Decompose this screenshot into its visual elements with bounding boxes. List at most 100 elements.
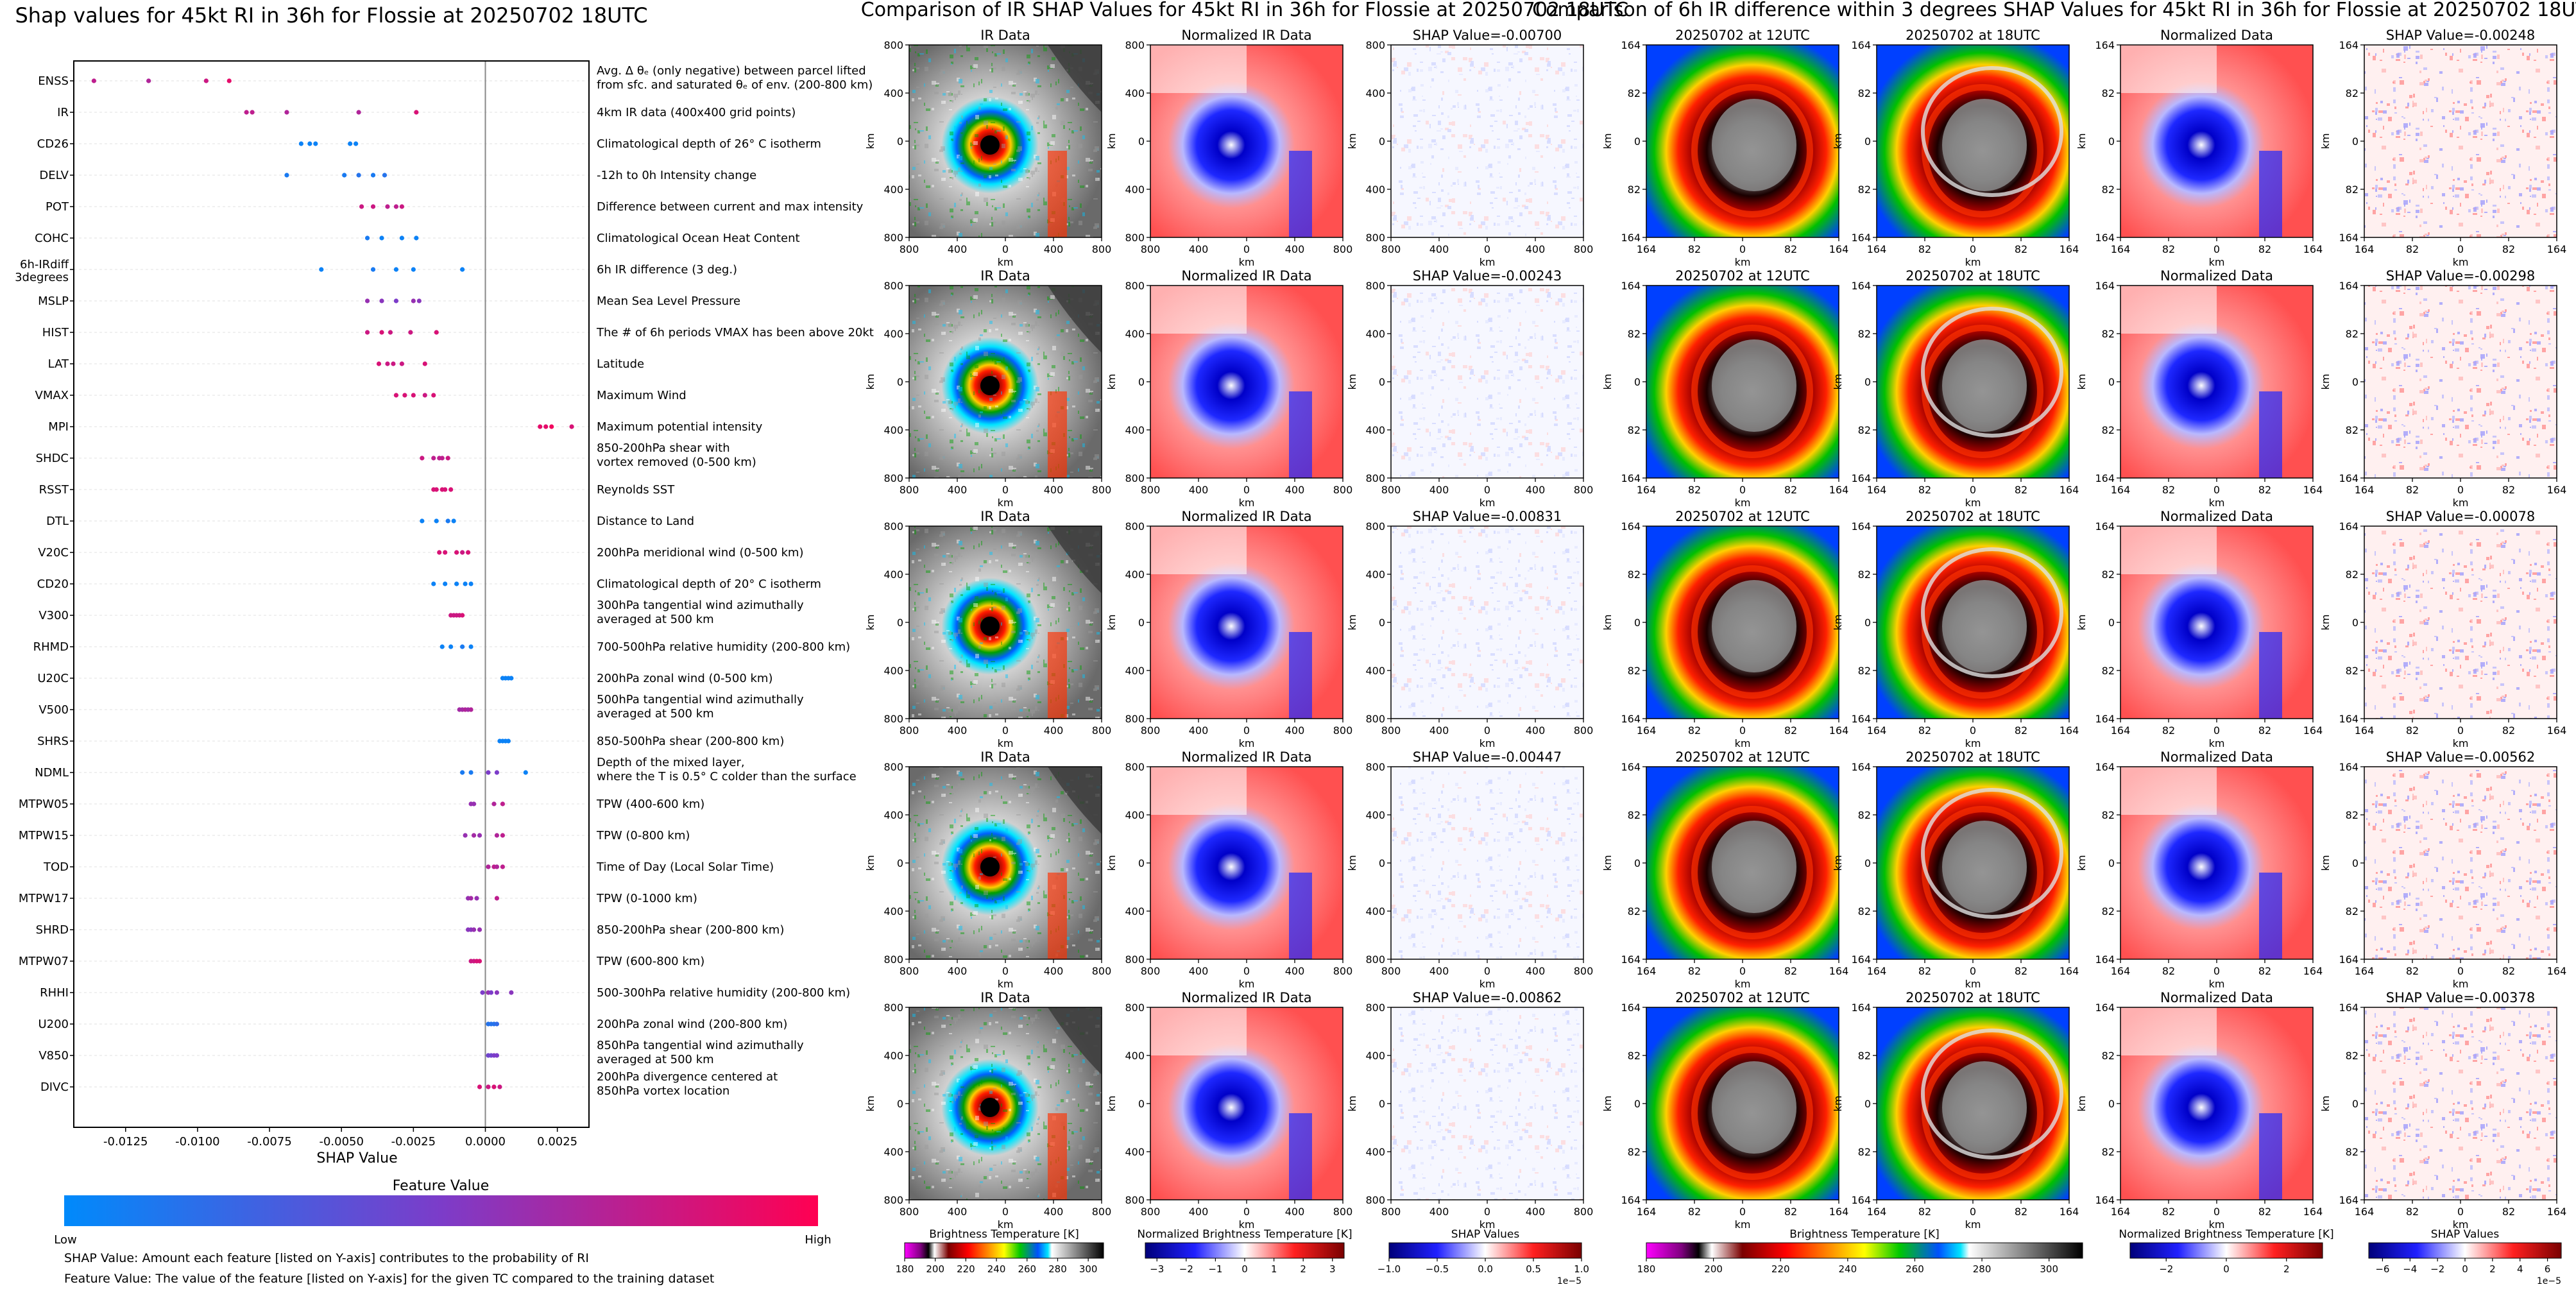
- shap-point: [226, 78, 232, 83]
- x-tick-label: 800: [1141, 484, 1161, 496]
- y-tick-label: 400: [1125, 424, 1145, 436]
- y-tick-label: 400: [1125, 568, 1145, 581]
- feature-label: RSST: [39, 483, 69, 497]
- right-norm-colorbar-label: Normalized Brightness Temperature [K]: [2119, 1228, 2333, 1241]
- norm-convection-band: [1289, 1113, 1312, 1200]
- norm-convection-band: [1289, 632, 1312, 719]
- y-tick-label: 82: [2102, 328, 2115, 340]
- shap-point: [494, 833, 500, 838]
- x-axis-label: km: [1965, 256, 1981, 268]
- ir-eye: [980, 376, 1000, 395]
- feature-description: 200hPa divergence centered at: [597, 1070, 778, 1084]
- colorbar-tick-label: 220: [957, 1263, 975, 1275]
- norm-convection-band: [2259, 873, 2282, 959]
- ir-image: [909, 45, 1102, 237]
- y-tick-label: 82: [2102, 184, 2115, 196]
- y-tick-label: 800: [883, 713, 903, 725]
- feature-label: MSLP: [38, 295, 69, 308]
- shap-point: [146, 78, 151, 83]
- right-norm-colorbar: [2129, 1242, 2323, 1259]
- shap-point: [474, 896, 479, 901]
- x-tick-label: 164: [2060, 724, 2079, 737]
- colorbar-tick-label: 300: [2040, 1263, 2058, 1275]
- norm-convection-band: [2259, 151, 2282, 237]
- shap-point: [420, 518, 425, 524]
- y-tick-label: 82: [1858, 665, 1871, 677]
- x-tick-label: 800: [1333, 484, 1353, 496]
- x-axis-label: km: [998, 497, 1014, 509]
- x-tick-label: 82: [2015, 243, 2027, 255]
- panel-title: Normalized IR Data: [1181, 749, 1311, 765]
- shap-point: [500, 864, 506, 869]
- y-tick-label: 164: [1851, 280, 1871, 292]
- ir12-image: [1646, 286, 1839, 478]
- x-tick-label: 0: [1243, 243, 1250, 255]
- x-tick-label: 164: [2303, 965, 2323, 977]
- x-tick-label: 800: [1141, 965, 1161, 977]
- x-tick-label: 0: [2457, 243, 2464, 255]
- x-tick-label: 400: [1526, 724, 1546, 737]
- y-tick-label: 82: [2346, 1050, 2358, 1062]
- norm-image: [2120, 45, 2313, 237]
- y-tick-label: 164: [2339, 1002, 2358, 1014]
- y-tick-label: 800: [883, 39, 903, 51]
- feature-description: 850hPa tangential wind azimuthally: [597, 1039, 804, 1052]
- colorbar-tick-label: −3: [1150, 1263, 1164, 1275]
- panel-title: 20250702 at 18UTC: [1906, 749, 2040, 765]
- x-tick-label: 82: [2162, 243, 2175, 255]
- ir6-cold-core: [1942, 580, 2027, 672]
- x-tick-label: 400: [1189, 1206, 1209, 1218]
- x-axis-label: km: [1735, 497, 1751, 509]
- x-tick-label: 164: [1867, 724, 1887, 737]
- colorbar-tick-label: 200: [926, 1263, 944, 1275]
- x-tick-label: 0: [1484, 484, 1490, 496]
- y-tick-label: 800: [1365, 39, 1385, 51]
- y-tick-label: 164: [2095, 1002, 2115, 1014]
- ir-image: [909, 767, 1102, 959]
- colorbar-tick-label: 0.0: [1478, 1263, 1493, 1275]
- feature-label: POT: [46, 200, 69, 214]
- feature-description: from sfc. and saturated θₑ of env. (200-…: [597, 78, 873, 92]
- x-tick-label: 0: [2213, 243, 2220, 255]
- colorbar-tick-label: 6: [2545, 1263, 2551, 1275]
- y-tick-label: 82: [2346, 424, 2358, 436]
- y-tick-label: 164: [2339, 1194, 2358, 1206]
- shap-point: [439, 644, 445, 649]
- x-tick-label: 82: [2406, 724, 2419, 737]
- shap-image: [1391, 526, 1583, 719]
- shap-point: [460, 267, 465, 272]
- shap-point: [463, 581, 468, 586]
- y-tick-label: 82: [2102, 568, 2115, 581]
- y-axis-label: km: [2076, 615, 2088, 631]
- y-tick-label: 164: [1621, 472, 1641, 484]
- y-tick-label: 400: [1365, 1050, 1385, 1062]
- y-axis-label: km: [864, 1096, 876, 1112]
- x-tick-label: 82: [1688, 724, 1701, 737]
- x-axis-label: km: [1480, 497, 1496, 509]
- y-tick-label: 800: [1125, 280, 1145, 292]
- x-tick-label: 400: [948, 724, 968, 737]
- shap-point: [445, 456, 450, 461]
- ir6-cold-core: [1712, 339, 1796, 432]
- y-axis-label: km: [1346, 133, 1358, 149]
- shap-point: [477, 927, 482, 932]
- feature-description: averaged at 500 km: [597, 1053, 714, 1066]
- x-tick-label: 0: [1739, 1206, 1746, 1218]
- x-tick-label: -0.0125: [103, 1135, 148, 1148]
- x-tick-label: 800: [1092, 484, 1112, 496]
- shap-point: [402, 393, 407, 398]
- colorbar-tick-label: −4: [2403, 1263, 2417, 1275]
- y-tick-label: 400: [1365, 1146, 1385, 1158]
- x-tick-label: 164: [2303, 484, 2323, 496]
- y-tick-label: 164: [1621, 1194, 1641, 1206]
- panel-title: 20250702 at 18UTC: [1906, 990, 2040, 1005]
- x-tick-label: 800: [1092, 724, 1112, 737]
- ir-eye: [980, 617, 1000, 636]
- x-tick-label: 0: [1484, 965, 1490, 977]
- norm-clear-area: [2120, 767, 2217, 815]
- panel-title: SHAP Value=-0.00447: [1413, 749, 1562, 765]
- x-tick-label: 0: [1484, 724, 1490, 737]
- x-tick-label: 400: [1285, 724, 1305, 737]
- shap-point: [439, 456, 445, 461]
- y-tick-label: 164: [1851, 1002, 1871, 1014]
